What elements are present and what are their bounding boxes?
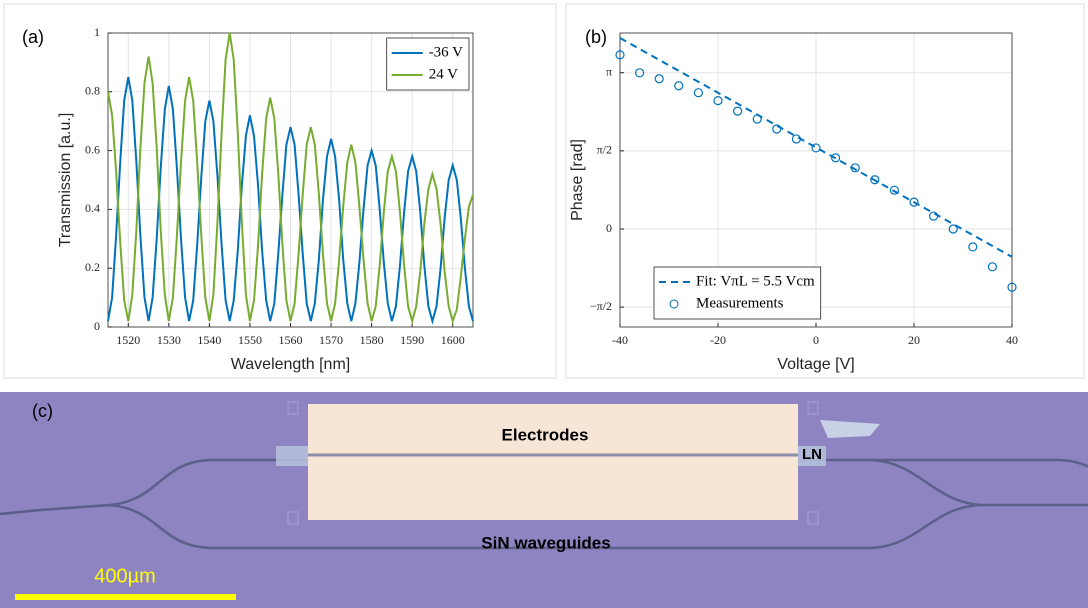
marker <box>807 401 819 415</box>
panel-label: (b) <box>585 27 607 47</box>
legend-box <box>386 37 470 91</box>
y-tick-label: 0 <box>94 319 100 333</box>
legend-label: -36 V <box>429 44 463 60</box>
y-axis-label: Phase [rad] <box>569 139 586 221</box>
y-tick-label: π <box>606 64 612 78</box>
series-line <box>107 32 474 325</box>
point <box>752 114 762 124</box>
point <box>791 134 802 144</box>
x-tick-label: 1570 <box>319 333 343 347</box>
legend-label: 24 V <box>429 66 458 82</box>
x-tick-label: 40 <box>1006 333 1018 347</box>
point <box>772 124 782 134</box>
y-tick-label: 1 <box>94 25 100 39</box>
x-tick-label: 1550 <box>238 333 262 347</box>
micrograph: (c) Electrodes LN SiN waveguides 400µm <box>0 392 1088 608</box>
marker <box>287 401 299 415</box>
x-tick-label: -40 <box>612 333 628 347</box>
x-tick-label: 20 <box>908 333 920 347</box>
ln-flake <box>820 420 880 438</box>
x-tick-label: 1540 <box>197 333 221 347</box>
legend-box <box>653 266 822 320</box>
point <box>693 88 704 98</box>
x-axis-label: Voltage [V] <box>777 356 854 373</box>
legend-swatch <box>669 299 679 309</box>
point <box>615 50 625 60</box>
legend: Fit: VπL = 5.5 Vcm Measurements <box>653 266 822 320</box>
point <box>1007 282 1017 292</box>
series-line <box>619 37 1013 258</box>
point <box>889 185 900 195</box>
y-tick-label: 0.2 <box>85 260 100 274</box>
point <box>713 96 723 106</box>
y-tick-label: −π/2 <box>590 299 612 313</box>
electrode-pad <box>308 404 798 520</box>
axes-box <box>107 32 474 328</box>
scale-label: 400µm <box>94 565 156 587</box>
point <box>850 163 860 173</box>
marker <box>287 511 299 525</box>
legend-label: Measurements <box>696 295 784 311</box>
markers <box>287 401 819 525</box>
x-tick-label: 1590 <box>400 333 424 347</box>
x-tick-label: -20 <box>710 333 726 347</box>
panel-label: (c) <box>32 401 53 421</box>
point <box>909 197 919 207</box>
point <box>948 224 958 234</box>
x-tick-label: 1560 <box>279 333 303 347</box>
waveguide-merge <box>869 458 981 507</box>
x-tick-label: 0 <box>813 333 819 347</box>
waveguides-label: SiN waveguides <box>481 533 610 552</box>
waveguides <box>0 458 1088 550</box>
point <box>732 106 743 116</box>
waveguide-top <box>0 458 1088 516</box>
point <box>634 68 645 78</box>
axes-box <box>619 32 1013 328</box>
y-axis-label: Transmission [a.u.] <box>57 113 74 248</box>
x-tick-label: 1580 <box>360 333 384 347</box>
panel-label: (a) <box>22 27 44 47</box>
point <box>830 153 841 163</box>
x-tick-label: 1530 <box>157 333 181 347</box>
y-tick-label: π/2 <box>597 143 612 157</box>
y-tick-label: 0.6 <box>85 142 100 156</box>
x-axis-label: Wavelength [nm] <box>231 356 350 373</box>
x-tick-label: 1520 <box>116 333 140 347</box>
y-tick-label: 0.4 <box>85 201 100 215</box>
waveguide-bottom <box>0 503 1088 550</box>
legend: -36 V 24 V <box>386 37 470 91</box>
point <box>928 211 939 221</box>
series-line <box>107 76 474 325</box>
point <box>811 143 821 153</box>
point <box>870 175 880 185</box>
point <box>987 262 998 272</box>
point <box>968 242 978 252</box>
ln-label: LN <box>802 446 822 463</box>
electrodes-label: Electrodes <box>502 425 589 444</box>
point <box>674 81 684 91</box>
x-tick-label: 1600 <box>441 333 465 347</box>
legend-label: Fit: VπL = 5.5 Vcm <box>696 273 815 289</box>
point <box>654 74 664 84</box>
y-tick-label: 0.8 <box>85 84 100 98</box>
y-tick-label: 0 <box>606 221 612 235</box>
marker <box>807 511 819 525</box>
panel-frame <box>565 3 1085 379</box>
